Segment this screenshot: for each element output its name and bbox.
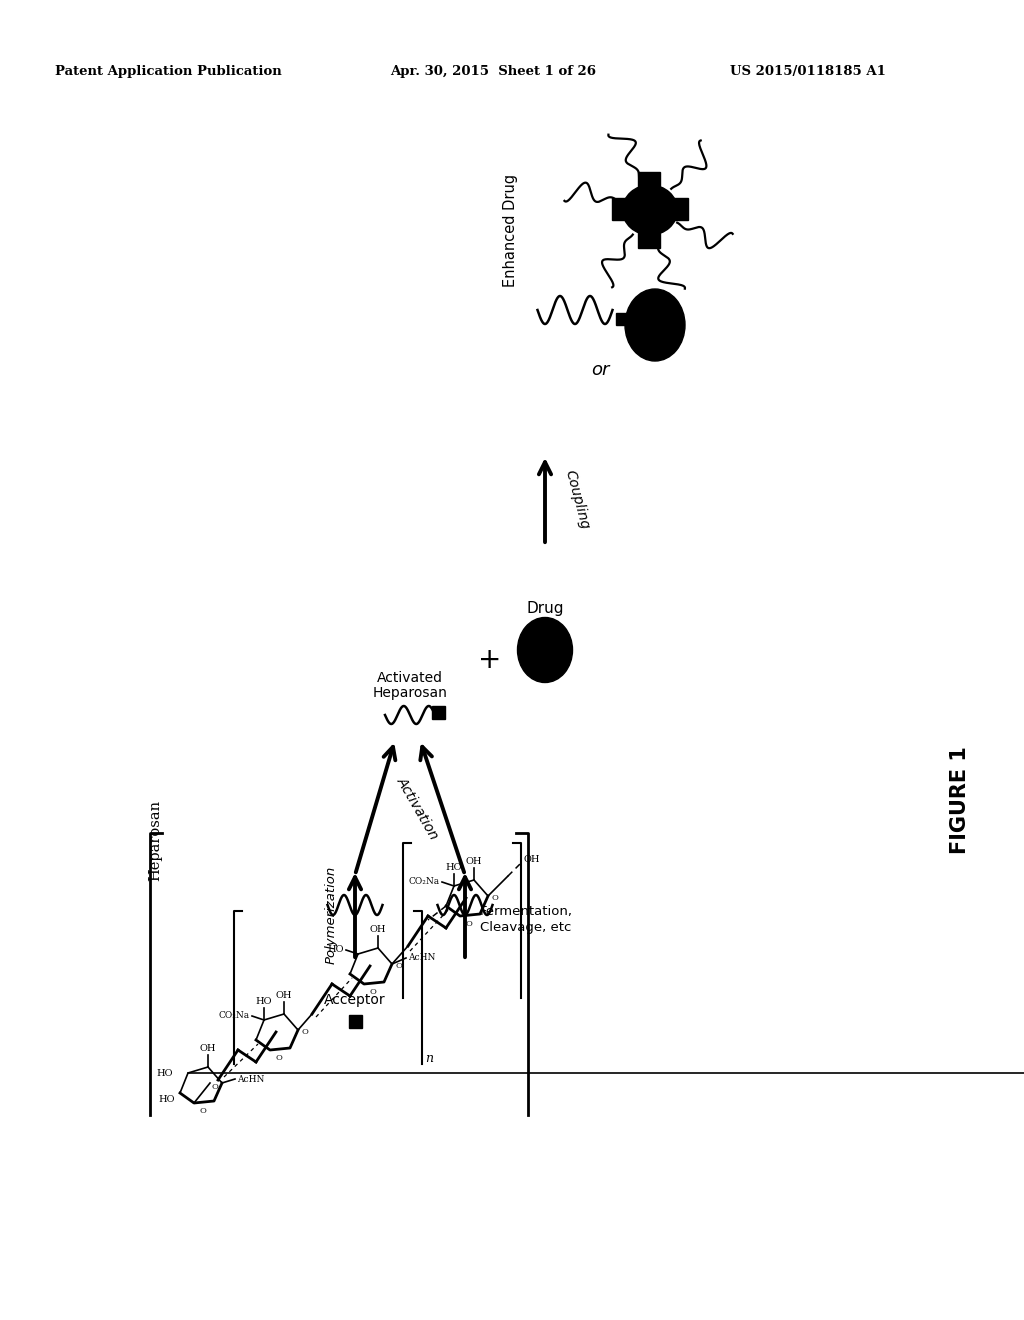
Text: US 2015/0118185 A1: US 2015/0118185 A1 (730, 66, 886, 78)
Text: O: O (200, 1107, 207, 1115)
Text: FIGURE 1: FIGURE 1 (950, 746, 970, 854)
Text: HO: HO (445, 863, 462, 873)
Text: O: O (370, 987, 377, 997)
Bar (638, 226, 660, 248)
Text: Patent Application Publication: Patent Application Publication (55, 66, 282, 78)
Text: or: or (591, 360, 609, 379)
Text: Drug: Drug (526, 601, 564, 615)
Bar (612, 198, 634, 220)
Ellipse shape (625, 289, 685, 360)
Text: OH: OH (200, 1044, 216, 1053)
Text: O: O (302, 1028, 309, 1036)
Bar (432, 706, 445, 719)
Text: OH: OH (370, 925, 386, 935)
Text: HO: HO (328, 945, 344, 954)
Text: CO₂Na: CO₂Na (409, 878, 440, 887)
Bar (638, 172, 660, 194)
Text: CO₂Na: CO₂Na (219, 1011, 250, 1020)
Text: OH: OH (466, 857, 482, 866)
Text: Heparosan: Heparosan (148, 800, 162, 880)
Text: O: O (396, 962, 402, 970)
Bar (616, 313, 628, 325)
Text: HO: HO (157, 1068, 173, 1077)
Bar (349, 1015, 362, 1028)
Text: +: + (478, 645, 502, 675)
Ellipse shape (517, 618, 572, 682)
Text: AcHN: AcHN (237, 1074, 264, 1084)
Text: OH: OH (275, 991, 292, 1001)
Ellipse shape (623, 185, 678, 235)
Text: HO: HO (256, 997, 272, 1006)
Text: Acceptor: Acceptor (325, 993, 386, 1007)
Text: Enhanced Drug: Enhanced Drug (503, 173, 517, 286)
Text: n: n (425, 1052, 433, 1065)
Text: Activation: Activation (394, 775, 441, 842)
Text: Cleavage, etc: Cleavage, etc (480, 921, 571, 935)
Text: O: O (275, 1053, 283, 1063)
Text: Heparosan: Heparosan (373, 686, 447, 700)
Text: Apr. 30, 2015  Sheet 1 of 26: Apr. 30, 2015 Sheet 1 of 26 (390, 66, 596, 78)
Text: Polymerization: Polymerization (325, 866, 338, 964)
Text: Activated: Activated (377, 671, 443, 685)
Bar (666, 198, 688, 220)
Text: AcHN: AcHN (408, 953, 435, 962)
Text: OH: OH (524, 855, 541, 865)
Text: O: O (492, 894, 499, 902)
Text: O: O (466, 920, 472, 928)
Text: Fermentation,: Fermentation, (480, 906, 573, 919)
Text: Coupling: Coupling (562, 469, 591, 531)
Text: HO: HO (159, 1094, 175, 1104)
Text: O: O (212, 1082, 219, 1092)
